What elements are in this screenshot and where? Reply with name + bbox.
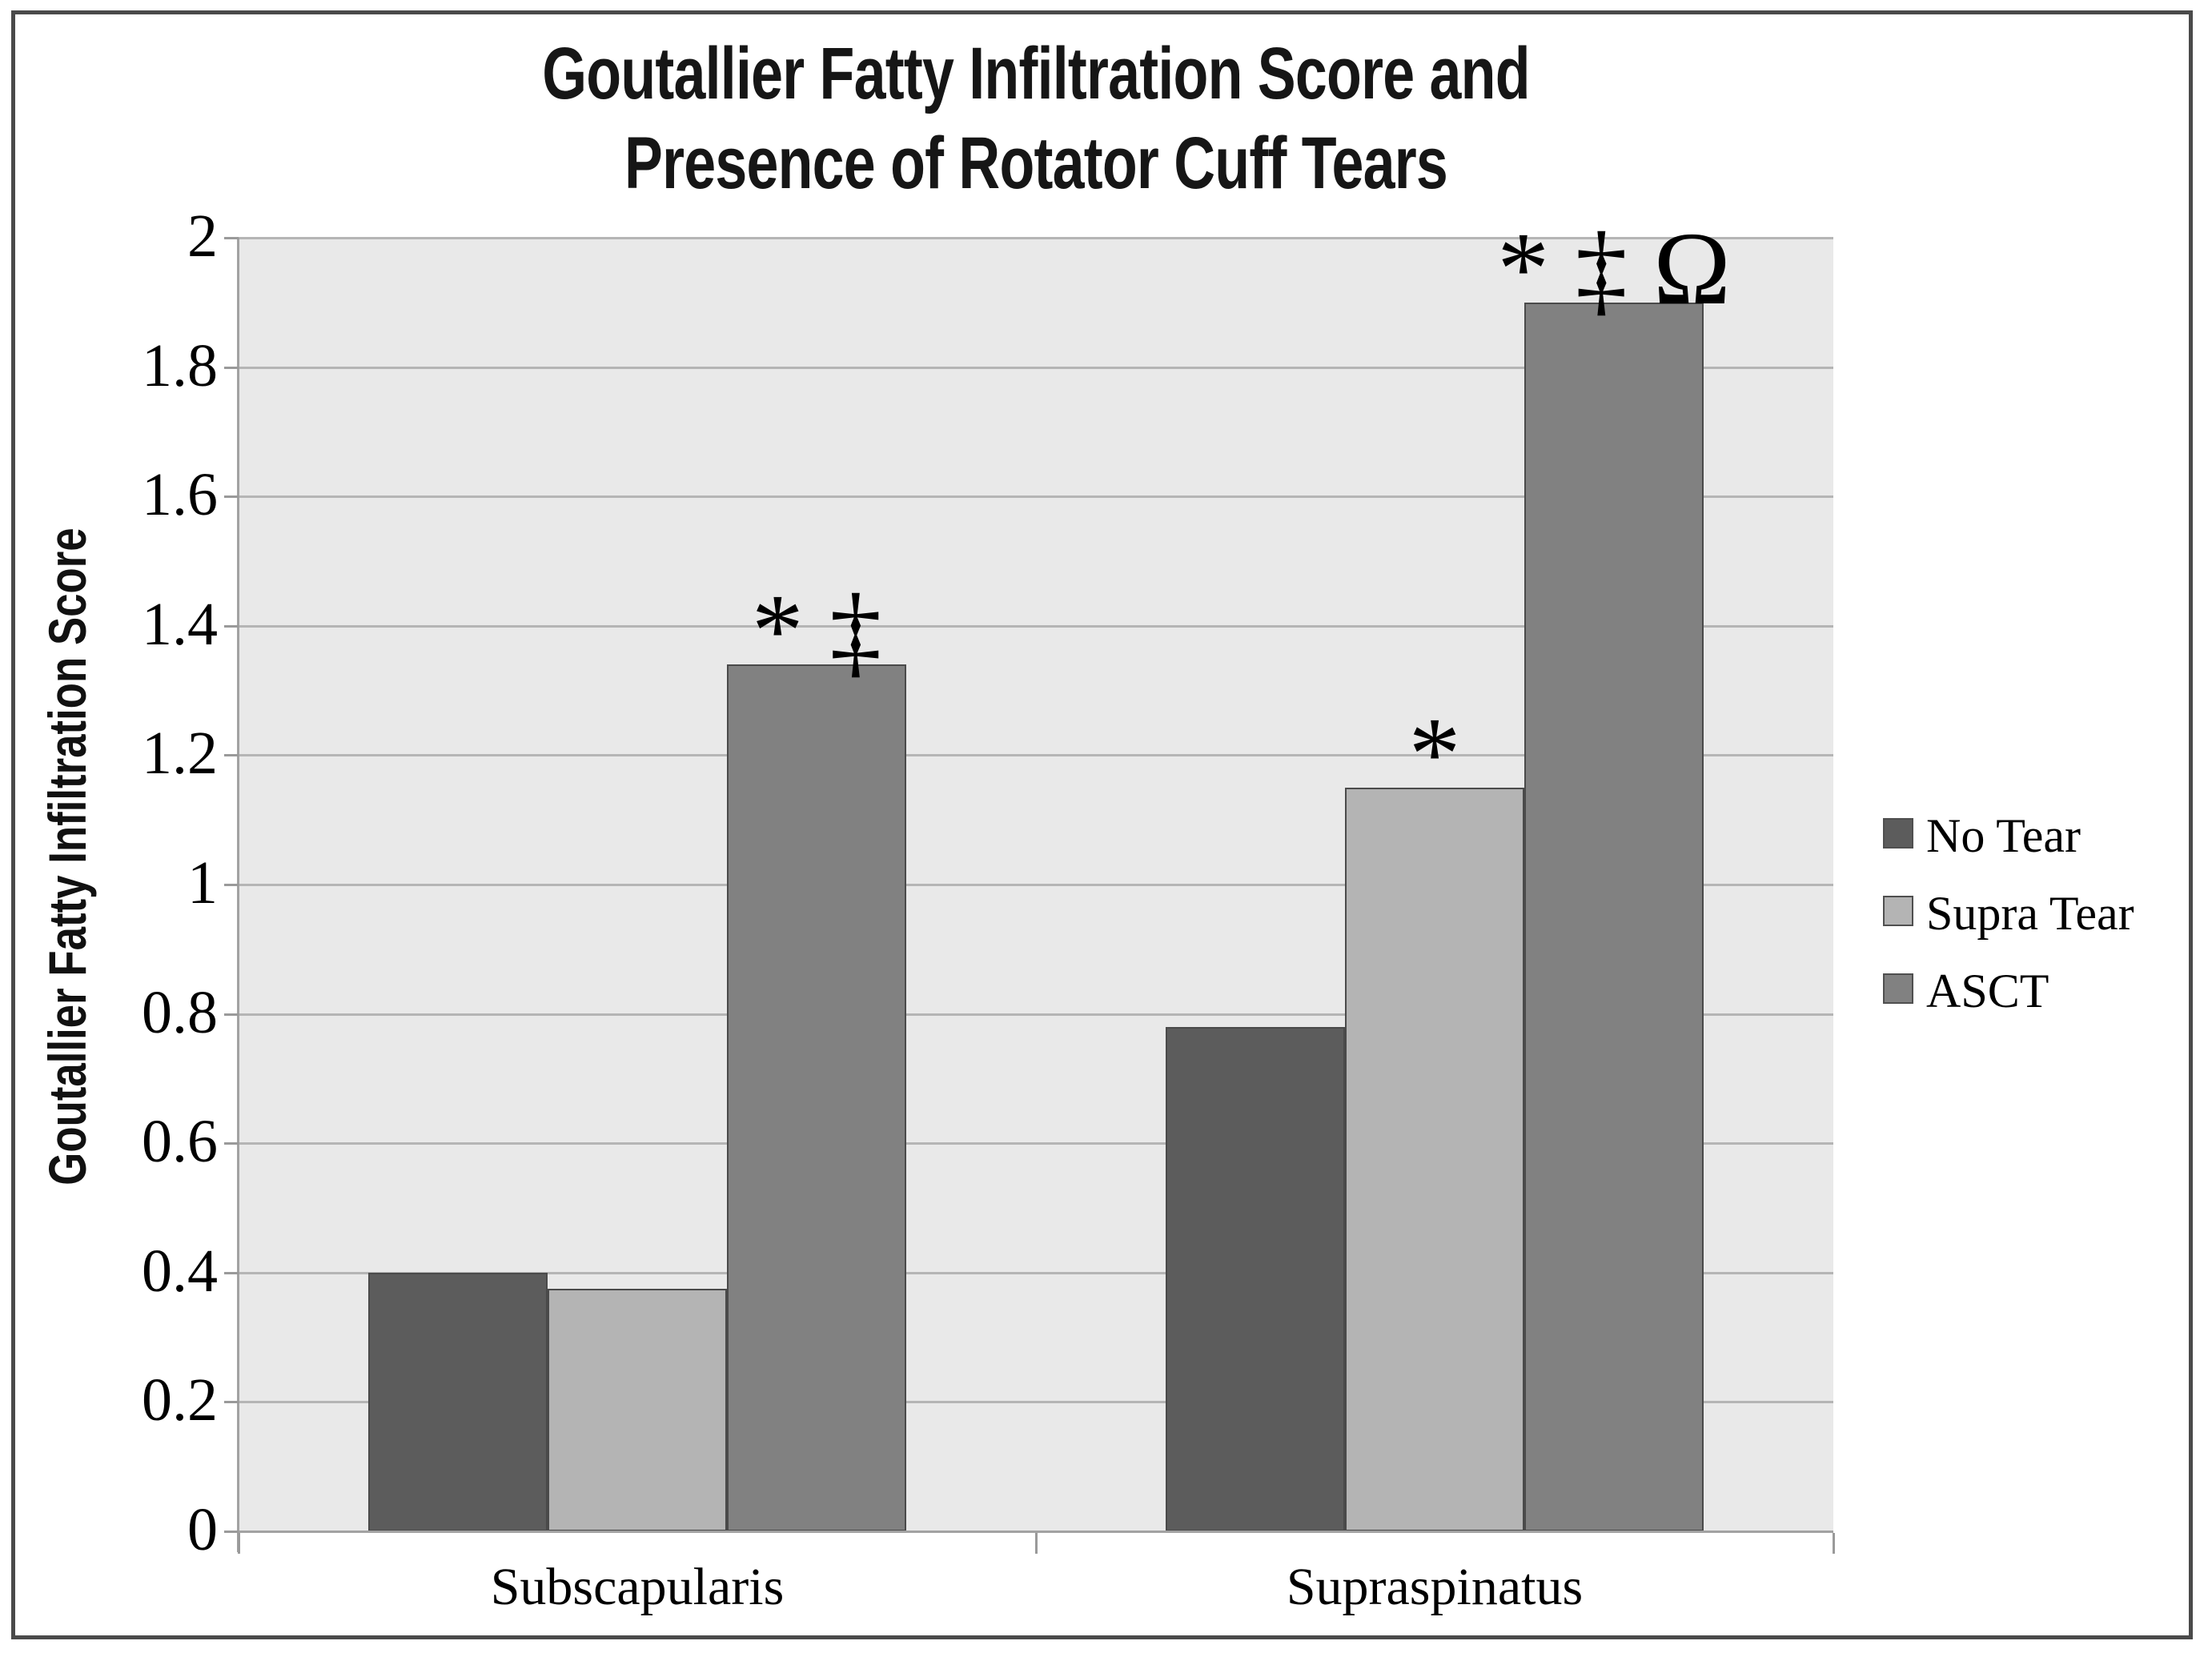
- y-tick-mark-1.4: [224, 624, 239, 628]
- annotation-supraspinatus-supra-tear: *: [1408, 696, 1461, 812]
- y-tick-mark-0.6: [224, 1142, 239, 1145]
- y-tick-label-0.2: 0.2: [142, 1366, 218, 1434]
- y-tick-label-0: 0: [187, 1496, 218, 1563]
- gridline-1.0: [239, 884, 1833, 886]
- bar-supraspinatus-asct: [1524, 302, 1704, 1531]
- gridline-0.8: [239, 1013, 1833, 1016]
- x-tick-mark-0: [238, 1533, 240, 1554]
- y-tick-mark-1.8: [224, 366, 239, 369]
- y-tick-mark-0: [224, 1531, 239, 1533]
- bar-supraspinatus-no-tear: [1166, 1026, 1345, 1531]
- legend-label-supra-tear: Supra Tear: [1926, 887, 2134, 940]
- chart-title: Goutallier Fatty Infiltration Score and …: [414, 29, 1658, 208]
- bar-subscapularis-no-tear: [368, 1272, 548, 1531]
- bar-subscapularis-supra-tear: [548, 1289, 727, 1531]
- y-tick-label-1.8: 1.8: [142, 331, 218, 399]
- bar-subscapularis-asct: [727, 664, 906, 1531]
- annotation-supraspinatus-asct: * ‡ Ω: [1497, 211, 1731, 327]
- legend-swatch-asct: [1883, 973, 1913, 1004]
- gridline-1.2: [239, 754, 1833, 757]
- bar-supraspinatus-supra-tear: [1345, 787, 1524, 1531]
- y-tick-mark-0.4: [224, 1271, 239, 1274]
- x-axis-line: [239, 1531, 1833, 1533]
- y-tick-label-1.2: 1.2: [142, 720, 218, 788]
- y-tick-mark-0.2: [224, 1401, 239, 1404]
- gridline-0.6: [239, 1142, 1833, 1145]
- y-tick-mark-1.2: [224, 754, 239, 757]
- y-tick-label-0.6: 0.6: [142, 1108, 218, 1176]
- gridline-0.2: [239, 1401, 1833, 1404]
- annotation-subscapularis-asct: * ‡: [751, 573, 882, 689]
- chart-title-line2: Presence of Rotator Cuff Tears: [624, 122, 1448, 204]
- legend-label-no-tear: No Tear: [1926, 809, 2081, 862]
- legend-label-asct: ASCT: [1926, 965, 2049, 1017]
- y-tick-label-1: 1: [187, 849, 218, 917]
- plot-area: [239, 237, 1833, 1531]
- y-tick-mark-2: [224, 237, 239, 239]
- y-tick-label-1.6: 1.6: [142, 461, 218, 529]
- chart-title-line1: Goutallier Fatty Infiltration Score and: [542, 33, 1530, 114]
- x-tick-mark-2: [1833, 1533, 1835, 1554]
- y-tick-mark-1: [224, 884, 239, 886]
- gridline-2.0: [239, 237, 1833, 240]
- gridline-0.4: [239, 1271, 1833, 1274]
- y-tick-label-0.8: 0.8: [142, 978, 218, 1046]
- x-category-label-subscapularis: Subscapularis: [490, 1558, 785, 1616]
- legend-swatch-supra-tear: [1883, 896, 1913, 926]
- y-tick-label-0.4: 0.4: [142, 1237, 218, 1305]
- gridline-1.4: [239, 624, 1833, 628]
- legend-swatch-no-tear: [1883, 818, 1913, 849]
- y-tick-label-1.4: 1.4: [142, 590, 218, 658]
- y-tick-mark-0.8: [224, 1013, 239, 1016]
- y-axis-line: [237, 238, 239, 1552]
- y-tick-mark-1.6: [224, 495, 239, 499]
- x-category-label-supraspinatus: Supraspinatus: [1286, 1558, 1584, 1616]
- x-tick-mark-1: [1035, 1533, 1038, 1554]
- gridline-1.8: [239, 366, 1833, 369]
- y-tick-label-2: 2: [187, 203, 218, 270]
- gridline-1.6: [239, 495, 1833, 499]
